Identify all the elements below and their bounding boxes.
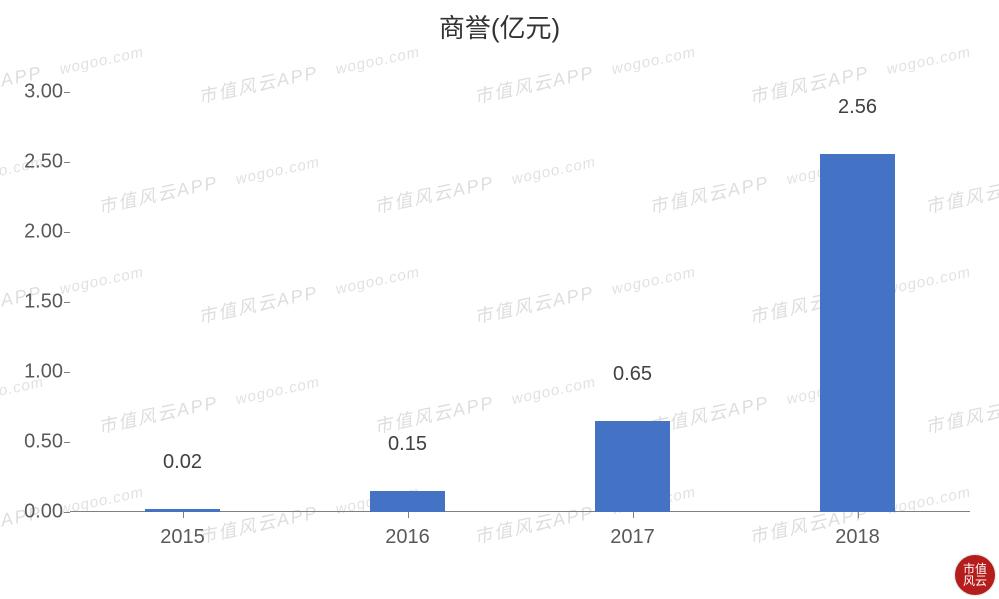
bar: [595, 421, 669, 512]
y-tick-label: 0.00: [15, 501, 63, 524]
logo-line2: 风云: [963, 575, 987, 587]
bar-value-label: 2.56: [838, 96, 877, 125]
watermark-en: wogoo.com: [610, 44, 697, 78]
y-tick-label: 1.50: [15, 291, 63, 314]
plot-area: 0.000.501.001.502.002.503.000.0220150.15…: [70, 92, 970, 512]
bar: [370, 491, 444, 512]
brand-logo: 市值 风云: [955, 555, 995, 595]
y-tick-mark: [64, 512, 70, 513]
y-tick-label: 2.50: [15, 151, 63, 174]
chart-container: 市值风云APPwogoo.com市值风云APPwogoo.com市值风云APPw…: [0, 0, 999, 599]
bar: [820, 154, 894, 512]
x-tick-label: 2016: [385, 512, 430, 549]
y-tick-label: 3.00: [15, 81, 63, 104]
y-tick-mark: [64, 92, 70, 93]
x-tick-label: 2018: [835, 512, 880, 549]
y-tick-label: 2.00: [15, 221, 63, 244]
y-tick-label: 1.00: [15, 361, 63, 384]
y-tick-label: 0.50: [15, 431, 63, 454]
watermark-en: wogoo.com: [334, 44, 421, 78]
y-tick-mark: [64, 442, 70, 443]
watermark-en: wogoo.com: [885, 44, 972, 78]
chart-title: 商誉(亿元): [0, 8, 999, 45]
bar-value-label: 0.15: [388, 433, 427, 462]
bar-value-label: 0.02: [163, 451, 202, 480]
x-tick-label: 2017: [610, 512, 655, 549]
y-tick-mark: [64, 372, 70, 373]
y-tick-mark: [64, 232, 70, 233]
x-tick-label: 2015: [160, 512, 205, 549]
watermark-en: wogoo.com: [58, 44, 145, 78]
bar-value-label: 0.65: [613, 363, 652, 392]
y-tick-mark: [64, 302, 70, 303]
y-tick-mark: [64, 162, 70, 163]
